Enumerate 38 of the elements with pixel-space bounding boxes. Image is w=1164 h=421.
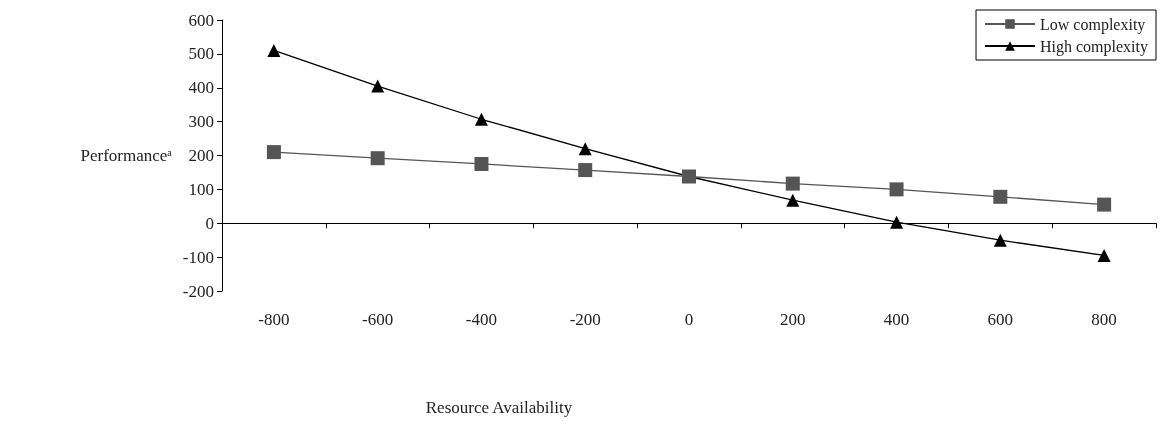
point: [371, 79, 385, 93]
y-tick-label: 300: [188, 112, 214, 132]
y-tick-label: 400: [188, 78, 214, 98]
point: [993, 189, 1008, 204]
y-tick-label: 100: [188, 179, 214, 199]
point: [266, 145, 281, 160]
point: [370, 151, 385, 166]
x-tick-label: -800: [258, 310, 290, 329]
y-tick-label: 500: [188, 44, 214, 64]
point: [267, 43, 281, 57]
legend-label: Low complexity: [1040, 15, 1146, 34]
x-tick-label: 800: [1091, 310, 1117, 329]
point: [786, 193, 800, 207]
point: [1097, 248, 1111, 262]
y-tick-label: 200: [188, 146, 214, 165]
x-tick-label: -600: [362, 310, 394, 329]
point: [889, 182, 904, 197]
x-tick-label: -400: [465, 310, 498, 329]
y-axis-title: Performanceᵃ: [80, 146, 173, 165]
y-tick-label: 0: [205, 213, 214, 233]
y-tick-label: 600: [188, 10, 214, 30]
x-tick-label: -200: [569, 310, 601, 329]
x-tick-label: 0: [684, 310, 694, 329]
y-tick-label: -200: [182, 281, 214, 301]
x-axis-title: Resource Availability: [425, 398, 573, 417]
point: [474, 112, 488, 126]
point: [890, 215, 904, 229]
point: [578, 142, 592, 156]
point: [1097, 197, 1112, 212]
point: [578, 163, 593, 178]
y-tick-label: -100: [182, 247, 214, 267]
x-tick-label: 400: [883, 310, 910, 329]
point: [993, 233, 1007, 247]
legend-label: High complexity: [1040, 37, 1148, 56]
point: [474, 156, 489, 171]
x-tick-label: 600: [987, 310, 1014, 329]
point: [785, 176, 800, 191]
x-tick-label: 200: [780, 310, 806, 329]
